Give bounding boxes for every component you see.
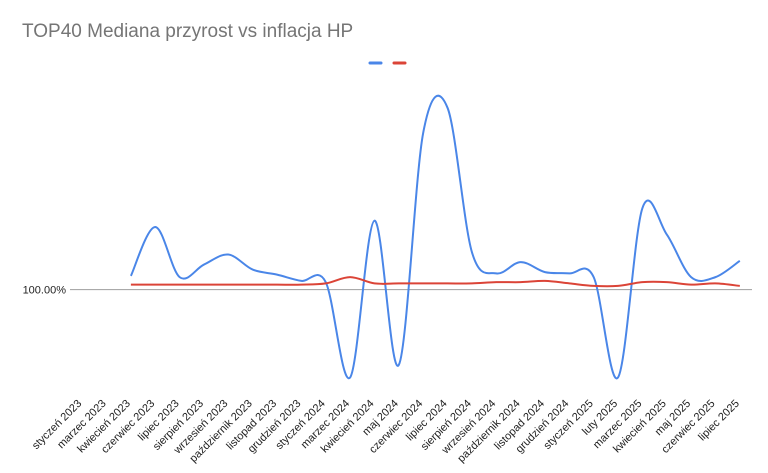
chart-title: TOP40 Mediana przyrost vs inflacja HP	[22, 21, 354, 42]
series-line-1	[129, 94, 741, 380]
baseline-label: 100.00%	[23, 285, 67, 297]
series-layer	[129, 94, 741, 380]
series-line-2	[130, 276, 740, 288]
